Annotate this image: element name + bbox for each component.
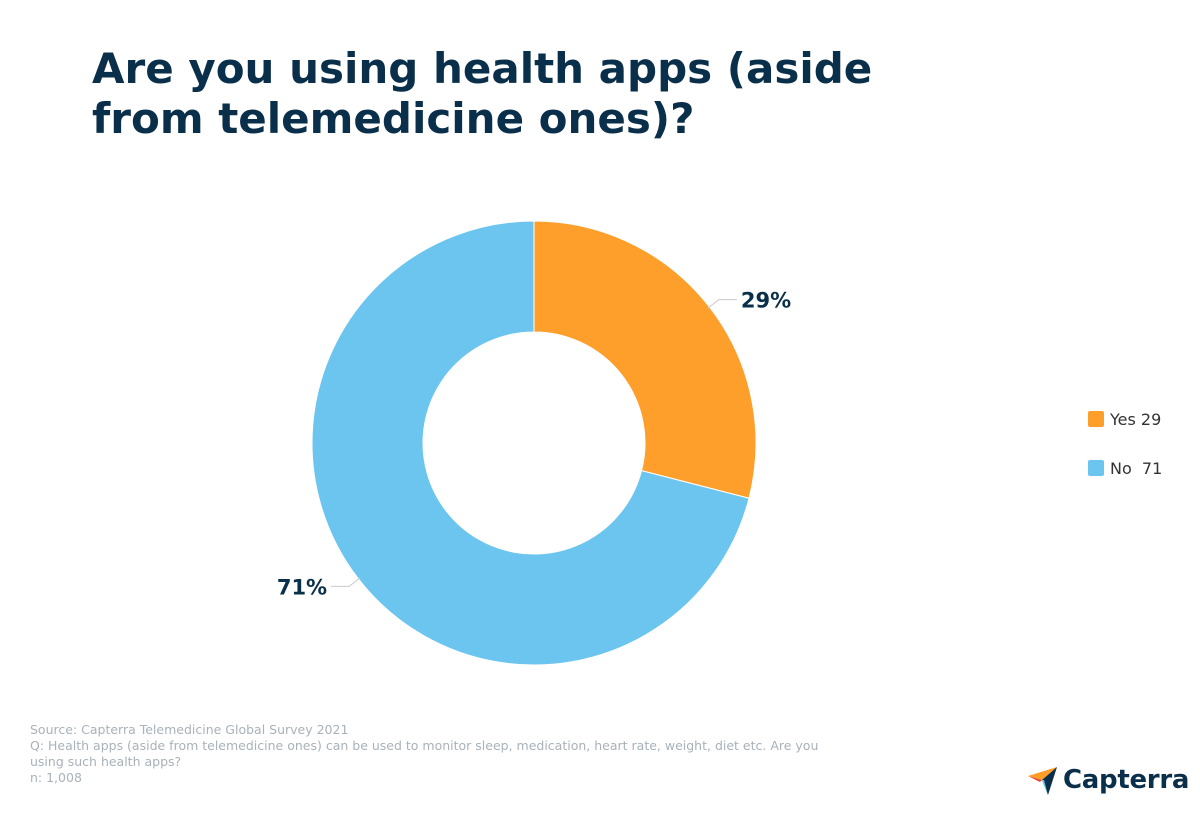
capterra-logo-icon [1028,767,1057,795]
capterra-logo[interactable]: Capterra [1027,764,1189,796]
footer-notes: Source: Capterra Telemedicine Global Sur… [30,722,860,786]
slice-label-no: 71% [277,575,327,599]
slice-label-yes: 29% [741,289,791,313]
leader-line-yes [707,299,737,309]
legend-swatch-no [1088,460,1104,476]
legend-label-no: No 71 [1110,458,1163,478]
chart-title: Are you using health apps (aside from te… [92,44,992,144]
leader-line-no [331,577,361,587]
slice-yes[interactable] [533,220,757,499]
chart-title-line-2: from telemedicine ones)? [92,94,695,143]
capterra-logo-text: Capterra [1063,765,1190,795]
legend-label-yes: Yes 29 [1110,409,1162,429]
footer-question-line-1: Q: Health apps (aside from telemedicine … [30,738,819,753]
slice-no[interactable] [311,220,750,666]
footer-sample-size: n: 1,008 [30,770,82,785]
legend-swatch-yes [1088,411,1104,427]
footer-source: Source: Capterra Telemedicine Global Sur… [30,722,349,737]
legend-item-yes[interactable]: Yes 29 [1088,407,1162,431]
legend-item-no[interactable]: No 71 [1088,456,1162,480]
legend: Yes 29 No 71 [1088,407,1162,505]
footer-question-line-2: using such health apps? [30,754,182,769]
chart-title-line-1: Are you using health apps (aside [92,44,873,93]
